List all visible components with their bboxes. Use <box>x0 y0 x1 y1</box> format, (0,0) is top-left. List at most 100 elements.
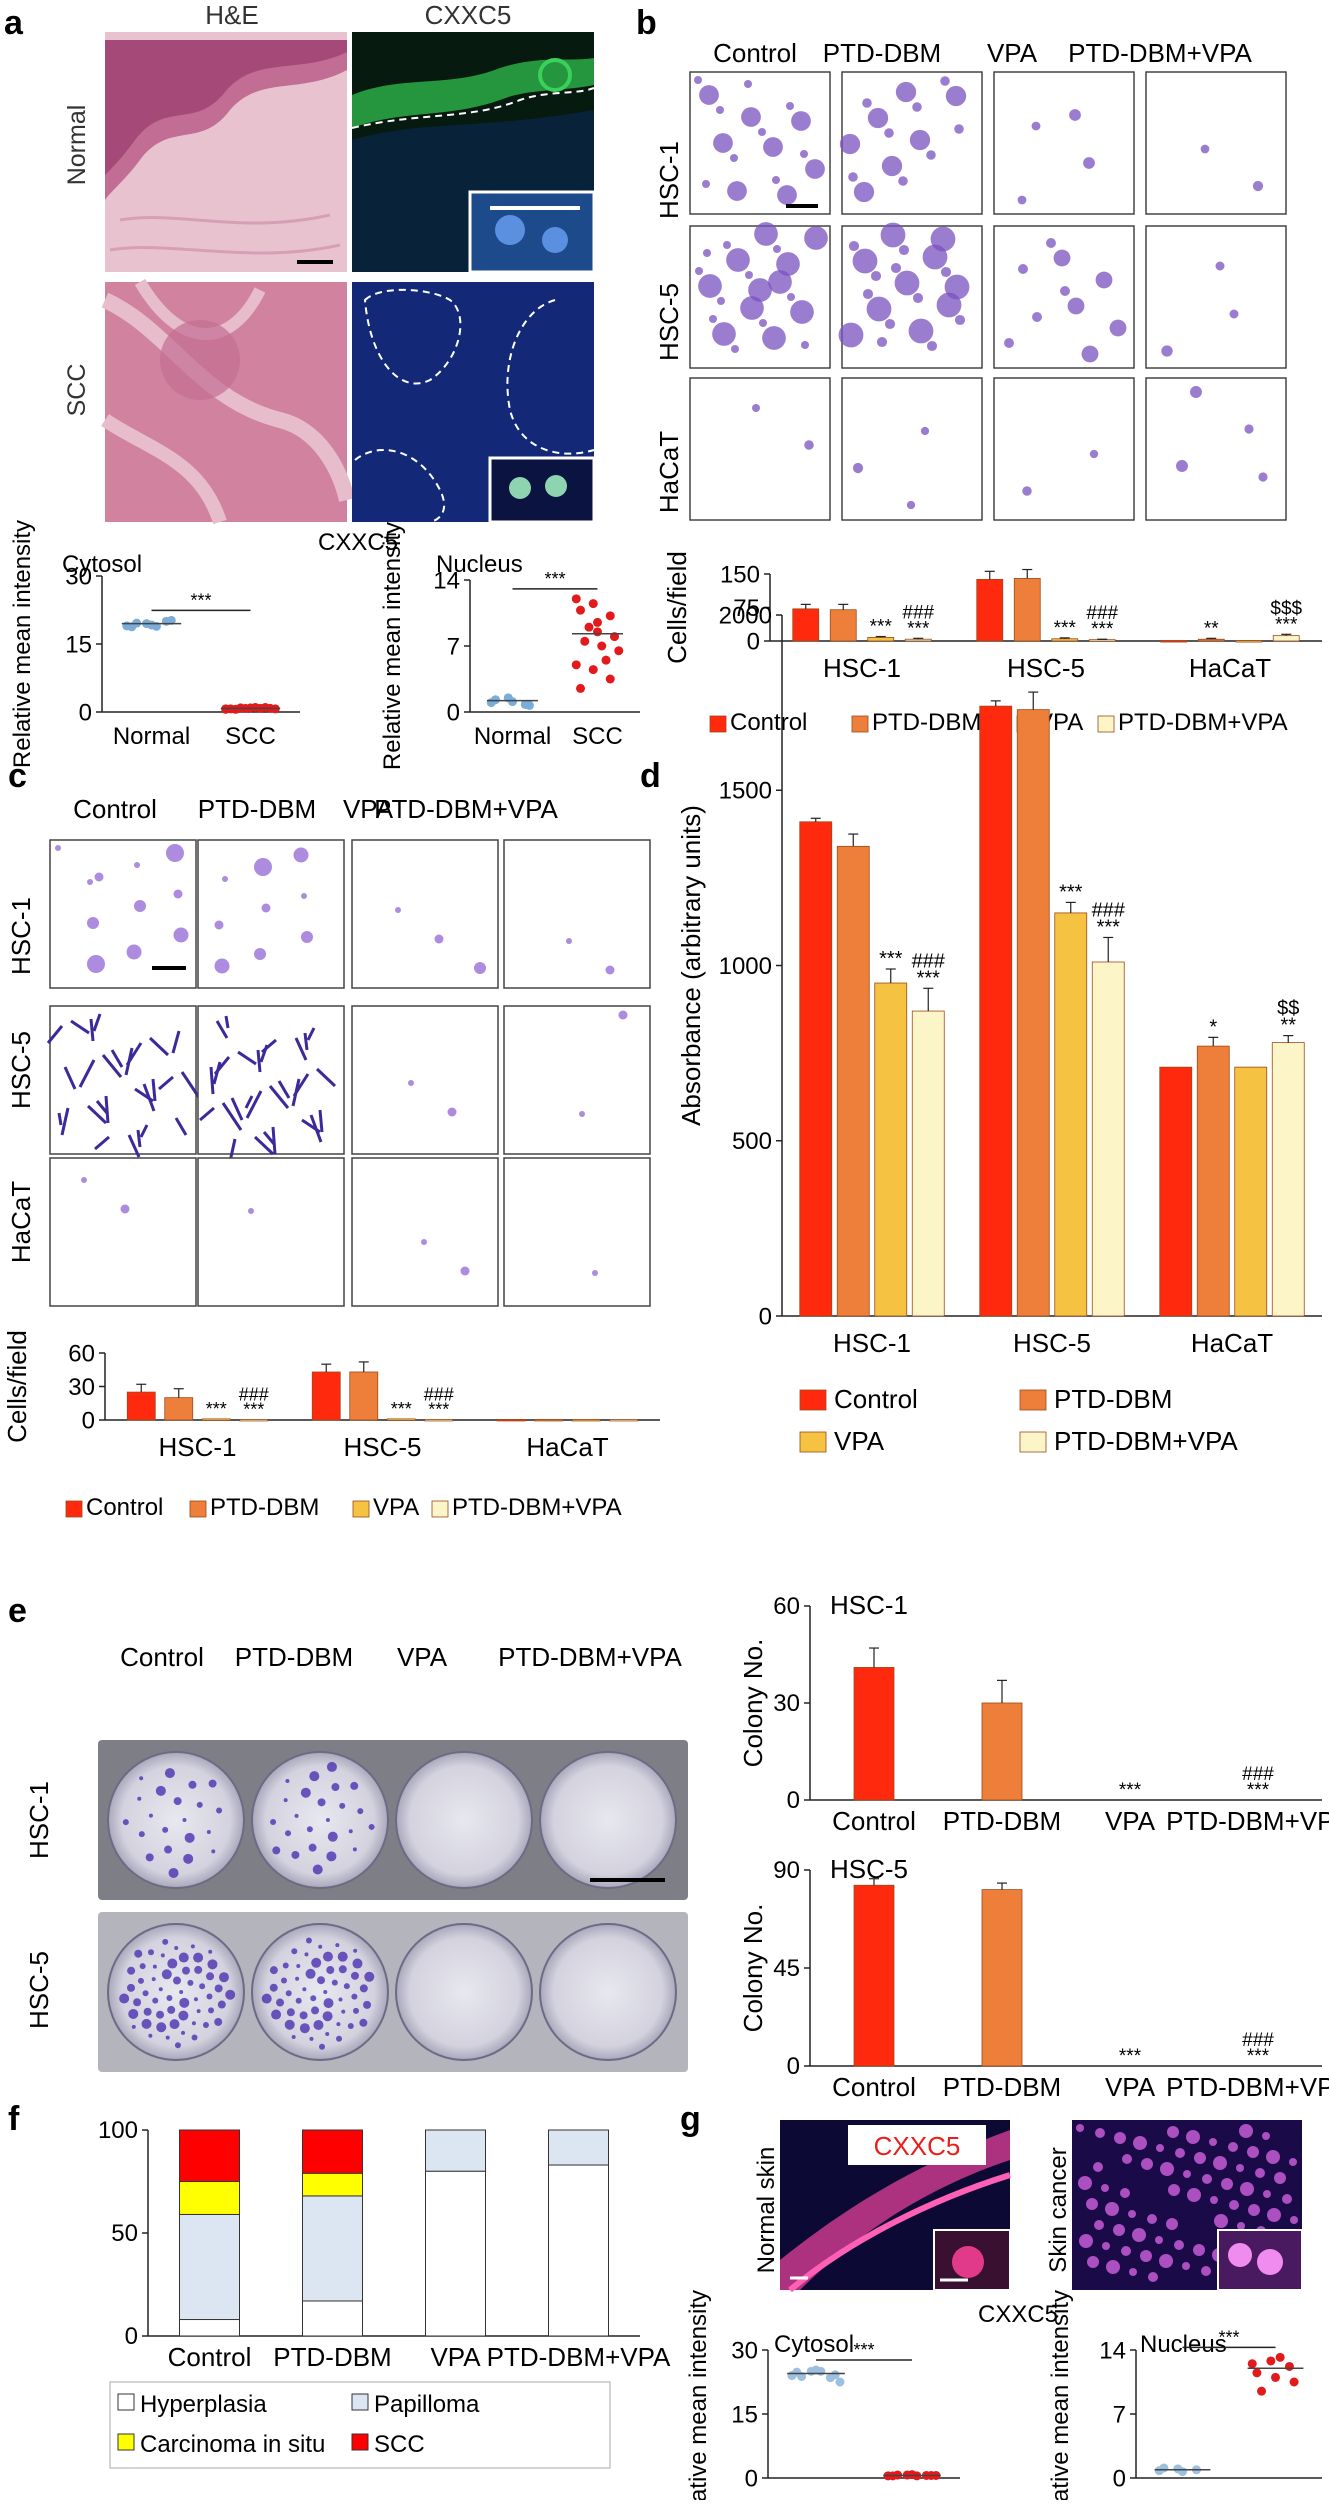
colony <box>152 1997 159 2004</box>
data-point-scc <box>614 646 624 656</box>
panel-c-legend: Control PTD-DBM VPA PTD-DBM+VPA <box>65 1494 622 1521</box>
stained-cell <box>1046 238 1056 248</box>
culture-well <box>107 1751 245 1889</box>
colony <box>122 1819 129 1826</box>
colony <box>187 1979 194 1986</box>
stained-cell <box>78 1059 96 1088</box>
colony <box>364 1971 375 1982</box>
colony-plate-photo <box>98 1740 688 2072</box>
stained-cell <box>254 948 266 960</box>
significance-mark: ### <box>1242 1764 1274 1785</box>
legend-swatch-control <box>709 715 727 733</box>
stained-cell <box>95 1100 109 1114</box>
bar-hsc-1-control <box>792 608 820 642</box>
bar-hsc-5-ptd-dbm-vpa <box>1091 961 1125 1317</box>
colony <box>351 1993 358 2000</box>
stained-cell <box>695 267 703 275</box>
bar-hsc-1-ptd-dbm-vpa <box>911 1010 945 1317</box>
stained-cell <box>315 1067 337 1088</box>
colony <box>207 1959 218 1970</box>
data-point-normal <box>166 615 176 625</box>
stained-cell <box>408 1080 414 1086</box>
micrograph-hsc-1-vpa <box>351 839 499 989</box>
colony <box>308 1843 317 1852</box>
colony <box>196 1801 203 1808</box>
colony <box>190 1944 195 1949</box>
image-frame <box>49 839 197 989</box>
data-point-skin-cancer <box>1289 2377 1299 2387</box>
stack-ptd-dbm-vpa-hyperplasia <box>548 2164 609 2337</box>
colony <box>156 2010 165 2019</box>
stained-nucleus <box>1194 2152 1206 2164</box>
significance-mark: ### <box>912 950 946 972</box>
stained-cell <box>912 102 922 112</box>
culture-well <box>539 1751 677 1889</box>
stained-cell <box>94 872 104 882</box>
row-label-hacat: HaCaT <box>6 1181 36 1263</box>
colony <box>352 1847 357 1852</box>
y-tick-label: 2000 <box>719 602 772 629</box>
stained-cell <box>63 1066 77 1090</box>
colony <box>119 1993 130 2004</box>
stained-cell <box>261 903 271 913</box>
stained-cell <box>618 1010 628 1020</box>
stained-cell <box>253 1135 275 1156</box>
stained-cell <box>1095 271 1113 289</box>
culture-well <box>395 1923 533 2061</box>
panel-g-letter: g <box>680 2100 701 2138</box>
stained-cell <box>592 1270 598 1276</box>
stained-nucleus <box>1274 2172 1286 2184</box>
bar-hsc-1-vpa <box>867 637 895 642</box>
category-label-ptd-dbm-vpa: PTD-DBM+VPA <box>1166 1806 1329 1836</box>
bar-hsc-1-vpa <box>874 982 908 1317</box>
stained-cell <box>306 1027 316 1041</box>
colony <box>359 2018 368 2027</box>
stained-cell <box>215 1020 229 1039</box>
micrograph-hsc-5-control <box>689 222 831 369</box>
column-header-vpa: VPA <box>397 1642 448 1672</box>
stained-cell <box>881 155 903 177</box>
colony <box>309 2036 314 2041</box>
panel-a-letter: a <box>4 4 24 42</box>
stained-cell <box>174 1117 188 1136</box>
legend-label-ptd-dbm-vpa: PTD-DBM+VPA <box>1054 1426 1238 1456</box>
panel-d-chart: 0 500 1000 1500 2000 Absorbance (arbitrary un… <box>676 602 1322 1358</box>
legend-label-ptd-dbm-vpa: PTD-DBM+VPA <box>1118 709 1288 736</box>
stained-cell <box>134 1087 154 1103</box>
colony <box>341 2009 346 2014</box>
stained-cell <box>237 1050 257 1066</box>
bar-hacat-ptd-dbm <box>534 1419 564 1422</box>
y-tick-label: 30 <box>731 2337 758 2364</box>
bar-hsc-5-vpa <box>1051 638 1079 642</box>
stained-cell <box>1083 157 1095 169</box>
colony <box>312 1864 323 1875</box>
chart-title: HSC-5 <box>830 1854 908 1884</box>
stained-cell <box>1069 109 1081 121</box>
colony <box>353 1948 358 1953</box>
colony <box>322 1951 333 1962</box>
stained-cell <box>136 1129 142 1148</box>
column-header-ptd-dbm-vpa: PTD-DBM+VPA <box>1068 38 1252 68</box>
stained-nucleus <box>1120 2188 1130 2198</box>
stained-cell <box>222 876 228 882</box>
bar-hacat-control <box>496 1419 526 1422</box>
stained-nucleus <box>1289 2158 1297 2166</box>
image-frame <box>1145 225 1287 369</box>
stained-nucleus <box>1240 2182 1254 2196</box>
stained-cell <box>1017 195 1027 205</box>
colony <box>196 2009 201 2014</box>
stained-cell <box>566 938 572 944</box>
bar-hsc-1-ptd-dbm <box>836 845 870 1317</box>
stained-cell <box>862 98 872 108</box>
column-header-ptd-dbm: PTD-DBM <box>235 1642 353 1672</box>
colony <box>127 1966 136 1975</box>
data-point-scc <box>605 611 615 621</box>
stained-nucleus <box>1290 2216 1298 2224</box>
colony <box>326 1761 337 1772</box>
legend-swatch-ptd-dbm-vpa <box>1019 1431 1047 1453</box>
stained-cell <box>87 879 93 885</box>
bar-hsc-1-ptd-dbm <box>164 1397 194 1421</box>
legend-swatch-control <box>799 1389 827 1411</box>
colony <box>291 1850 300 1859</box>
stained-nucleus <box>1140 2250 1152 2262</box>
